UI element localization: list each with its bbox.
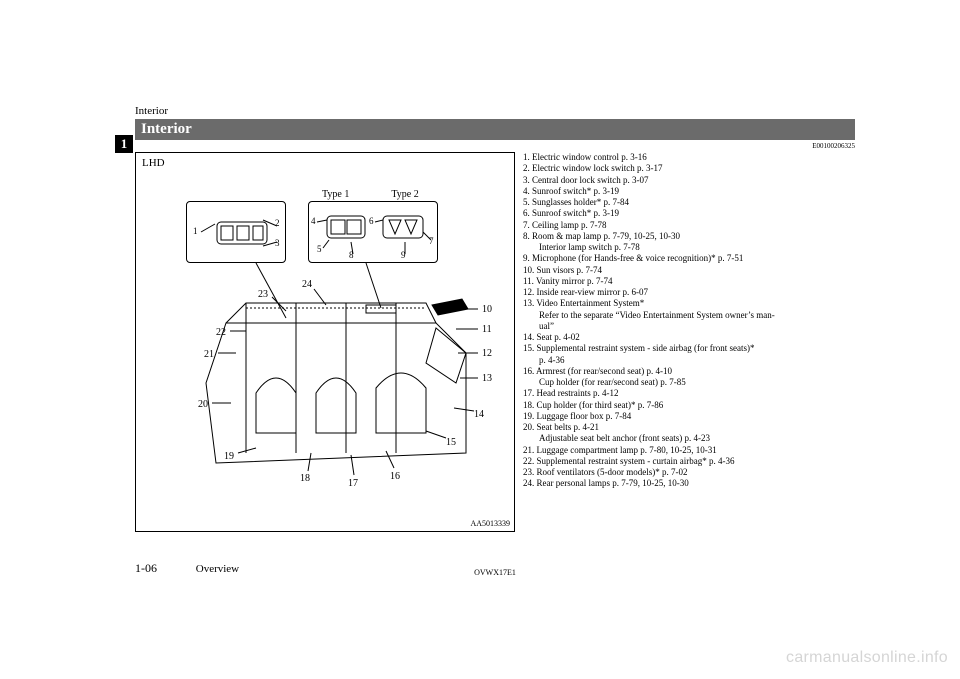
section-title: Interior bbox=[135, 119, 855, 140]
svg-text:23: 23 bbox=[258, 289, 268, 300]
svg-text:19: 19 bbox=[224, 451, 234, 462]
legend-list: 1. Electric window control p. 3-162. Ele… bbox=[523, 152, 853, 532]
legend-subline: Interior lamp switch p. 7-78 bbox=[523, 242, 853, 253]
book-code: OVWX17E1 bbox=[474, 568, 516, 577]
svg-text:11: 11 bbox=[482, 324, 492, 335]
legend-item: 6. Sunroof switch* p. 3-19 bbox=[523, 208, 853, 219]
legend-item: 9. Microphone (for Hands-free & voice re… bbox=[523, 253, 853, 264]
legend-item: 1. Electric window control p. 3-16 bbox=[523, 152, 853, 163]
svg-text:12: 12 bbox=[482, 348, 492, 359]
legend-item: 7. Ceiling lamp p. 7-78 bbox=[523, 220, 853, 231]
legend-item: 18. Cup holder (for third seat)* p. 7-86 bbox=[523, 400, 853, 411]
footer-section: Overview bbox=[196, 563, 239, 575]
legend-subline: Refer to the separate “Video Entertainme… bbox=[523, 310, 853, 321]
figure-code: AA5013339 bbox=[470, 519, 510, 528]
legend-item: 22. Supplemental restraint system - curt… bbox=[523, 456, 853, 467]
legend-item: 3. Central door lock switch p. 3-07 bbox=[523, 175, 853, 186]
watermark: carmanualsonline.info bbox=[786, 649, 948, 667]
legend-item: 20. Seat belts p. 4-21 bbox=[523, 422, 853, 433]
svg-text:14: 14 bbox=[474, 409, 484, 420]
svg-text:16: 16 bbox=[390, 471, 400, 482]
chapter-tab: 1 bbox=[115, 135, 133, 153]
svg-text:20: 20 bbox=[198, 399, 208, 410]
legend-item: 4. Sunroof switch* p. 3-19 bbox=[523, 186, 853, 197]
legend-item: 2. Electric window lock switch p. 3-17 bbox=[523, 163, 853, 174]
svg-text:21: 21 bbox=[204, 349, 214, 360]
legend-subline: ual” bbox=[523, 321, 853, 332]
legend-item: 17. Head restraints p. 4-12 bbox=[523, 388, 853, 399]
legend-item: 10. Sun visors p. 7-74 bbox=[523, 265, 853, 276]
legend-item: 16. Armrest (for rear/second seat) p. 4-… bbox=[523, 366, 853, 377]
legend-subline: Cup holder (for rear/second seat) p. 7-8… bbox=[523, 377, 853, 388]
svg-text:17: 17 bbox=[348, 478, 358, 489]
svg-text:15: 15 bbox=[446, 437, 456, 448]
page-number: 1-06 bbox=[135, 561, 193, 576]
footer: 1-06 Overview OVWX17E1 bbox=[135, 559, 855, 577]
svg-text:24: 24 bbox=[302, 279, 312, 290]
legend-item: 12. Inside rear-view mirror p. 6-07 bbox=[523, 287, 853, 298]
svg-text:18: 18 bbox=[300, 473, 310, 484]
legend-item: 24. Rear personal lamps p. 7-79, 10-25, … bbox=[523, 478, 853, 489]
legend-item: 23. Roof ventilators (5-door models)* p.… bbox=[523, 467, 853, 478]
legend-item: 14. Seat p. 4-02 bbox=[523, 332, 853, 343]
page: Interior Interior E00100206325 LHD Type … bbox=[135, 105, 855, 585]
svg-text:13: 13 bbox=[482, 373, 492, 384]
legend-item: 11. Vanity mirror p. 7-74 bbox=[523, 276, 853, 287]
legend-item: 15. Supplemental restraint system - side… bbox=[523, 343, 853, 354]
legend-item: 19. Luggage floor box p. 7-84 bbox=[523, 411, 853, 422]
svg-text:10: 10 bbox=[482, 304, 492, 315]
interior-cutaway-icon: 10 11 12 13 14 15 16 17 18 19 20 21 22 2… bbox=[136, 153, 515, 532]
legend-item: 21. Luggage compartment lamp p. 7-80, 10… bbox=[523, 445, 853, 456]
running-head: Interior bbox=[135, 105, 855, 117]
doc-code: E00100206325 bbox=[135, 142, 855, 150]
legend-item: 5. Sunglasses holder* p. 7-84 bbox=[523, 197, 853, 208]
legend-subline: Adjustable seat belt anchor (front seats… bbox=[523, 433, 853, 444]
legend-item: 13. Video Entertainment System* bbox=[523, 298, 853, 309]
svg-text:22: 22 bbox=[216, 327, 226, 338]
figure-box: LHD Type 1 Type 2 1 bbox=[135, 152, 515, 532]
legend-subline: p. 4-36 bbox=[523, 355, 853, 366]
legend-item: 8. Room & map lamp p. 7-79, 10-25, 10-30 bbox=[523, 231, 853, 242]
